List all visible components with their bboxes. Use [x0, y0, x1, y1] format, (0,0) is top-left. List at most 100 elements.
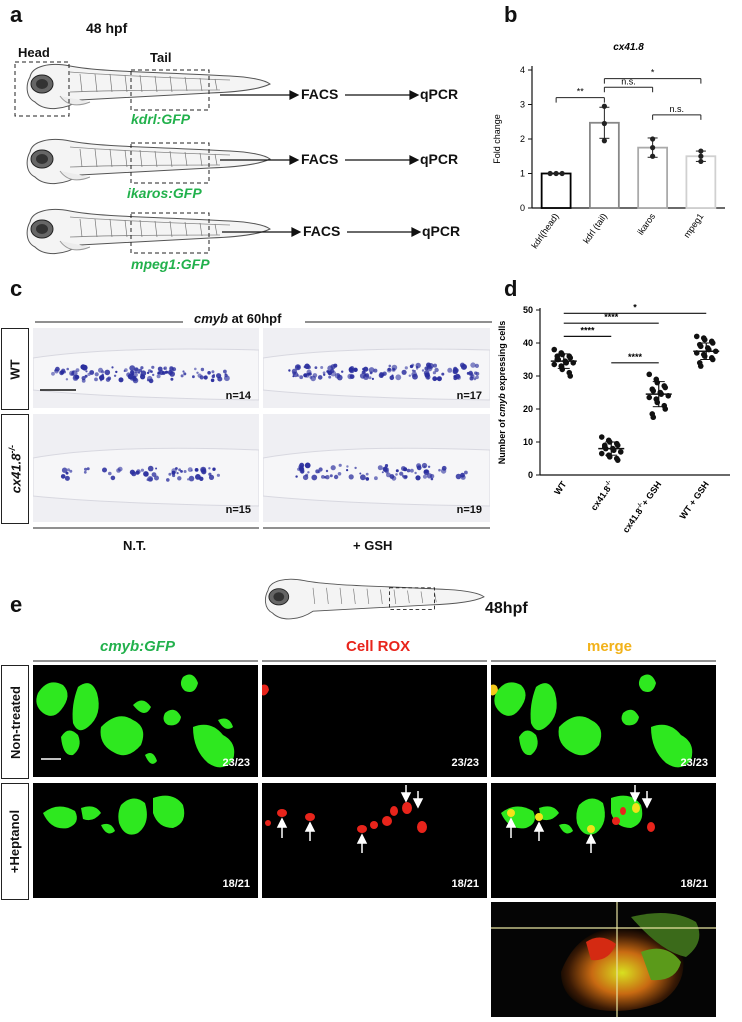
- ish-stain-dot: [353, 367, 358, 372]
- ish-stain-dot: [147, 465, 154, 472]
- ish-stain-dot: [208, 474, 215, 480]
- img-hep-gfp: 18/21: [33, 783, 258, 898]
- ish-stain-dot: [404, 366, 408, 370]
- chart-d-xtick-suffix: + GSH: [640, 479, 664, 507]
- chart-d-point: [709, 356, 716, 363]
- chart-d-xtick-label: cx41.8-/-+ GSH: [621, 479, 664, 534]
- chart-b-xtick-label: mpeg1: [682, 211, 706, 239]
- ish-stain-dot: [320, 366, 324, 369]
- ish-stain-dot: [426, 365, 433, 372]
- ish-stain-dot: [424, 366, 429, 371]
- ish-stain-dot: [152, 373, 155, 377]
- chart-b-point: [601, 138, 607, 144]
- row-label-heptanol: +Heptanol: [1, 783, 29, 900]
- ish-stain-dot: [156, 374, 161, 379]
- qpcr-1: qPCR: [420, 86, 459, 102]
- ish-stain-dot: [113, 374, 117, 377]
- ish-stain-dot: [300, 470, 305, 474]
- count-cx-nt: n=15: [225, 504, 251, 516]
- ish-stain-dot: [65, 378, 69, 381]
- ish-stain-dot: [140, 468, 144, 472]
- chart-d-ytick-label: 40: [523, 338, 533, 348]
- img-nt-gfp-blobs: [36, 674, 235, 768]
- chart-b-point: [698, 158, 704, 165]
- chart-d-sig-label: ****: [604, 312, 619, 322]
- chart-d-point: [598, 450, 605, 457]
- chart-b-bar: [540, 172, 572, 209]
- ish-stain-dot: [164, 370, 169, 374]
- ish-stain-dot: [359, 472, 362, 475]
- ish-stain-dot: [317, 375, 323, 380]
- ish-stain-dot: [321, 475, 325, 479]
- img-nt-gfp: 23/23: [33, 665, 258, 777]
- ish-stain-dot: [306, 369, 312, 375]
- img-hep-merge: 18/21: [491, 783, 716, 898]
- chart-b-point: [650, 145, 656, 151]
- ish-stain-dot: [315, 469, 320, 474]
- chart-b-point: [547, 170, 553, 177]
- ish-wt-nt: n=14: [32, 328, 260, 408]
- chart-d-point: [701, 336, 708, 343]
- ish-stain-dot: [200, 367, 205, 372]
- chart-b-xtick-label: kdrl(head): [529, 211, 560, 250]
- img-hep-merge-blobs: [501, 785, 655, 853]
- ish-stain-dot: [426, 473, 433, 479]
- ish-stain-dot: [196, 371, 199, 374]
- ish-stain-dot: [177, 476, 182, 481]
- ish-stain-dot: [117, 466, 123, 472]
- ish-stain-dot: [178, 468, 182, 472]
- ish-stain-dot: [363, 374, 369, 380]
- chart-b-ytick-label: 3: [520, 100, 525, 110]
- img-nt-merge: 23/23: [491, 665, 716, 777]
- ish-stain-dot: [94, 372, 99, 377]
- img-nt-rox-blobs: [262, 684, 269, 696]
- ish-stain-dot: [373, 368, 378, 373]
- ish-stain-dot: [75, 368, 80, 372]
- ish-stain-dot: [101, 373, 104, 377]
- ish-stain-dot: [111, 366, 114, 369]
- ish-stain-dot: [157, 372, 160, 375]
- ish-stain-dot: [288, 369, 291, 372]
- scale-bar-c: [40, 389, 76, 391]
- ish-stain-dot: [378, 372, 384, 378]
- ish-stain-dot: [297, 467, 301, 471]
- chart-b-sig-label: n.s.: [669, 104, 684, 114]
- ish-stain-dot: [115, 370, 118, 374]
- facs-1: FACS: [301, 86, 339, 102]
- tail-box-1: [130, 69, 210, 111]
- ish-stain-dot: [325, 469, 329, 473]
- chart-d-xtick-label: WT + GSH: [678, 479, 711, 521]
- chart-b-bar: [685, 155, 717, 209]
- ish-stain-dot: [354, 466, 357, 470]
- ish-stain-dot: [295, 475, 298, 478]
- ish-stain-dot: [183, 372, 187, 376]
- row-label-cx418: cx41.8-/-: [1, 414, 29, 524]
- ish-stain-dot: [64, 475, 70, 481]
- ish-stain-dot: [338, 463, 342, 467]
- ish-stain-dot: [303, 373, 308, 378]
- panel-e-col-lines: [33, 660, 716, 662]
- ish-stain-dot: [460, 472, 465, 478]
- ish-stain-dot: [395, 374, 402, 381]
- ish-stain-dot: [365, 477, 370, 481]
- ish-stain-dot: [401, 466, 406, 471]
- ish-stain-dot: [201, 469, 207, 475]
- chart-b-point: [698, 148, 704, 154]
- ish-stain-dot: [447, 367, 453, 373]
- panel-c-title-lines: [35, 321, 492, 323]
- row-label-wt-text: WT: [7, 358, 23, 380]
- ish-stain-dot: [470, 362, 476, 368]
- ish-stain-dot: [101, 370, 105, 374]
- img-hep-rox: 18/21: [262, 783, 487, 898]
- chart-b-point: [601, 103, 607, 109]
- ish-stain-dot: [360, 474, 366, 481]
- ish-stain-dot: [402, 474, 405, 478]
- img-zoom-inset-blobs: [491, 902, 716, 1017]
- ish-stain-dot: [374, 476, 378, 481]
- ish-stain-dot: [330, 465, 336, 471]
- chart-d-ytick-label: 0: [528, 470, 533, 480]
- ish-stain-dot: [67, 468, 70, 472]
- ish-stain-dot: [94, 377, 98, 382]
- reporter-kdrl: kdrl:GFP: [131, 111, 191, 127]
- ish-stain-dot: [131, 471, 137, 477]
